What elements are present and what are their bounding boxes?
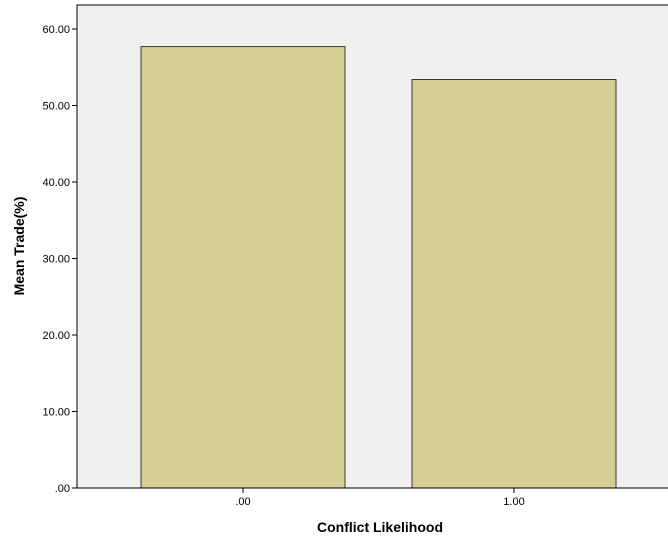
bar-1 [411,78,617,489]
y-tick-label-6: 60.00 [42,24,70,36]
y-tick-label-0: .00 [55,483,70,495]
y-ticks-group: .00 10.00 20.00 30.00 40.00 50.00 60.00 [42,24,77,495]
y-tick-label-2: 20.00 [42,330,70,342]
y-tick-label-5: 50.00 [42,101,70,113]
y-tick-label-3: 30.00 [42,254,70,266]
bar-0 [140,46,346,489]
x-tick-label-1: 1.00 [503,496,524,508]
x-ticks-group: .00 1.00 [235,488,525,508]
y-tick-label-1: 10.00 [42,407,70,419]
y-tick-label-4: 40.00 [42,177,70,189]
x-axis-label: Conflict Likelihood [317,519,443,535]
y-axis-label: Mean Trade(%) [11,197,27,296]
x-tick-label-0: .00 [235,496,250,508]
